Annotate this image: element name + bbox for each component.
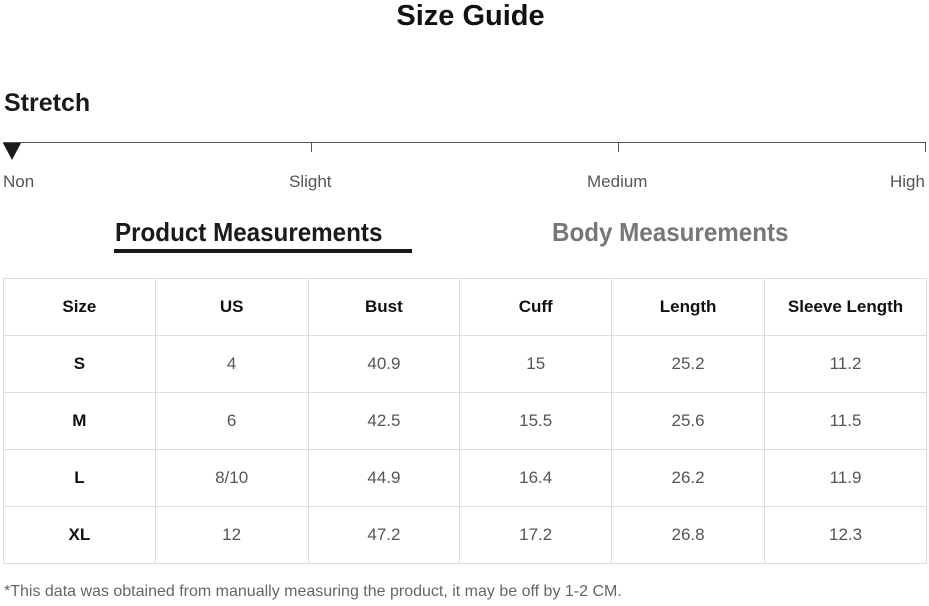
table-cell: 12: [154, 506, 309, 564]
size-cell: S: [3, 335, 156, 393]
stretch-tick: [925, 142, 926, 152]
size-cell: XL: [3, 506, 156, 564]
column-header: Sleeve Length: [764, 278, 927, 336]
table-cell: 12.3: [764, 506, 927, 564]
table-cell: 8/10: [154, 449, 309, 507]
column-header: US: [154, 278, 309, 336]
stretch-level-slight: Slight: [289, 172, 332, 191]
table-cell: 40.9: [307, 335, 461, 393]
stretch-indicator-icon: [3, 143, 21, 160]
table-cell: 47.2: [307, 506, 461, 564]
measurement-note: *This data was obtained from manually me…: [4, 583, 622, 600]
size-table: Size US Bust Cuff Length Sleeve Length S 4 40.9…: [3, 278, 927, 564]
stretch-level-high: High: [890, 172, 925, 191]
table-row: S 4 40.9 15 25.2 11.2: [3, 335, 927, 393]
table-row: L 8/10 44.9 16.4 26.2 11.9: [3, 449, 927, 507]
table-cell: 15: [459, 335, 613, 393]
table-header-row: Size US Bust Cuff Length Sleeve Length: [3, 278, 927, 336]
table-cell: 11.5: [764, 392, 927, 450]
stretch-level-medium: Medium: [587, 172, 648, 191]
table-cell: 26.8: [611, 506, 766, 564]
column-header: Size: [3, 278, 156, 336]
size-cell: L: [3, 449, 156, 507]
table-cell: 26.2: [611, 449, 766, 507]
table-row: XL 12 47.2 17.2 26.8 12.3: [3, 506, 927, 564]
tab-body-measurements[interactable]: Body Measurements: [552, 217, 789, 247]
column-header: Length: [611, 278, 766, 336]
column-header: Cuff: [459, 278, 613, 336]
table-cell: 25.6: [611, 392, 766, 450]
table-cell: 44.9: [307, 449, 461, 507]
table-cell: 17.2: [459, 506, 613, 564]
table-cell: 11.2: [764, 335, 927, 393]
stretch-tick: [311, 142, 312, 152]
table-cell: 42.5: [307, 392, 461, 450]
table-cell: 25.2: [611, 335, 766, 393]
stretch-tick: [618, 142, 619, 152]
table-cell: 16.4: [459, 449, 613, 507]
table-cell: 11.9: [764, 449, 927, 507]
table-cell: 15.5: [459, 392, 613, 450]
tab-product-measurements[interactable]: Product Measurements: [115, 217, 383, 247]
stretch-heading: Stretch: [4, 89, 91, 117]
table-cell: 6: [154, 392, 309, 450]
page-title: Size Guide: [396, 0, 545, 32]
column-header: Bust: [307, 278, 461, 336]
stretch-level-non: Non: [3, 172, 35, 191]
table-row: M 6 42.5 15.5 25.6 11.5: [3, 392, 927, 450]
active-tab-underline: [114, 249, 412, 253]
size-cell: M: [3, 392, 156, 450]
table-cell: 4: [154, 335, 309, 393]
stretch-scale-line: [3, 142, 926, 143]
